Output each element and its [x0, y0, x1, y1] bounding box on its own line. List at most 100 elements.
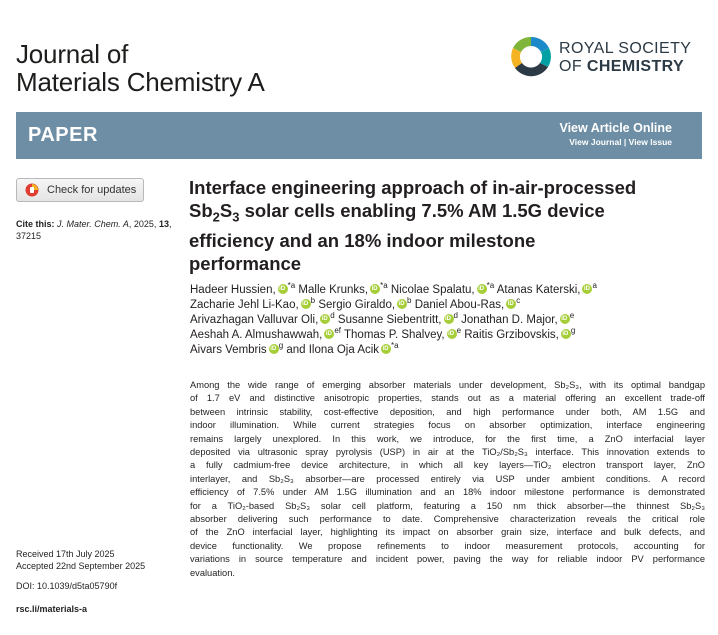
orcid-icon[interactable] — [506, 299, 517, 309]
link-separator: | — [621, 137, 629, 147]
author-affiliation: d — [330, 311, 335, 321]
author-affiliation: e — [569, 311, 575, 321]
journal-title: Journal of Materials Chemistry A — [16, 40, 265, 96]
abstract-line: deposited via ultrasonic spray pyrolysis… — [190, 447, 705, 458]
rsc-logo[interactable]: ROYAL SOCIETY OF CHEMISTRY — [507, 33, 707, 89]
title-sub-3: 3 — [232, 209, 240, 225]
journal-issue-links: View Journal | View Issue — [559, 137, 672, 147]
title-line3: efficiency and an 18% indoor milestone — [189, 229, 536, 251]
author-affiliation: g — [570, 326, 576, 336]
rsc-chemistry: CHEMISTRY — [586, 58, 685, 75]
view-article-online-link[interactable]: View Article Online — [559, 121, 672, 135]
journal-title-line2: Materials Chemistry A — [16, 67, 265, 97]
author-name[interactable]: Aivars Vembris — [190, 344, 267, 356]
cite-pages: 37215 — [16, 231, 42, 241]
citation: Cite this: J. Mater. Chem. A, 2025, 13, … — [16, 218, 176, 242]
article-type-label: PAPER — [28, 124, 98, 146]
title-line2-rest: solar cells enabling 7.5% AM 1.5G device — [239, 200, 605, 221]
doi[interactable]: DOI: 10.1039/d5ta05790f — [16, 581, 118, 591]
abstract-line: remains largely unexplored. In this work… — [190, 433, 705, 444]
author-affiliation: *a — [380, 281, 388, 291]
orcid-icon[interactable] — [582, 284, 593, 294]
orcid-icon[interactable] — [559, 314, 570, 324]
author-name[interactable]: Zacharie Jehl Li-Kao, — [190, 299, 299, 311]
abstract-line: absorber delivering such performance to … — [190, 514, 705, 525]
author-name[interactable]: and Ilona Oja Acik — [286, 344, 380, 356]
author-affiliation: *a — [287, 281, 296, 291]
author-name[interactable]: Raitis Grzibovskis, — [464, 329, 559, 341]
author-line: Arivazhagan Valluvar Oli, d Susanne Siebe… — [190, 311, 710, 328]
orcid-icon[interactable] — [397, 299, 408, 309]
abstract: Among the wide range of emerging absorbe… — [190, 379, 705, 580]
title-sub-2: 2 — [212, 209, 220, 225]
author-name[interactable]: Sergio Giraldo, — [318, 299, 396, 311]
orcid-icon[interactable] — [381, 344, 392, 354]
author-name[interactable]: Daniel Abou-Ras, — [414, 299, 505, 311]
orcid-icon[interactable] — [560, 329, 571, 339]
author-name[interactable]: Malle Krunks, — [298, 284, 369, 296]
abstract-line: indoor illumination. While current strat… — [190, 420, 705, 431]
author-name[interactable]: Jonathan D. Major, — [461, 314, 558, 326]
orcid-icon[interactable] — [476, 284, 487, 294]
check-for-updates-label: Check for updates — [47, 184, 137, 196]
abstract-line: Among the wide range of emerging absorbe… — [190, 380, 705, 390]
author-name[interactable]: Susanne Siebentritt, — [337, 314, 442, 326]
author-name[interactable]: Arivazhagan Valluvar Oli, — [190, 314, 319, 326]
abstract-line: evaluation. — [190, 567, 235, 578]
abstract-line: interlayer, and Sb₂S₃ absorber—are proce… — [190, 473, 705, 484]
cite-comma: , — [168, 219, 172, 229]
received-date: Received 17th July 2025 — [16, 549, 115, 559]
author-affiliation: b — [407, 296, 412, 306]
check-for-updates-button[interactable]: Check for updates — [16, 178, 144, 202]
orcid-icon[interactable] — [300, 299, 311, 309]
author-name[interactable]: Thomas P. Shalvey, — [344, 329, 445, 341]
author-affiliation: a — [592, 281, 597, 291]
author-name[interactable]: Nicolae Spalatu, — [390, 284, 475, 296]
abstract-line: between intrinsic stability, cost-effect… — [190, 406, 705, 417]
title-s: S — [219, 200, 233, 221]
rsc-of: OF — [559, 58, 587, 75]
orcid-icon[interactable] — [268, 344, 279, 354]
accepted-date: Accepted 22nd September 2025 — [16, 561, 146, 571]
banner-links: View Article Online View Journal | View … — [559, 121, 672, 147]
rsc-line2: OF CHEMISTRY — [559, 58, 691, 76]
orcid-icon[interactable] — [324, 329, 335, 339]
view-journal-link[interactable]: View Journal — [569, 137, 622, 147]
author-affiliation: c — [516, 296, 521, 306]
orcid-icon[interactable] — [443, 314, 454, 324]
author-affiliation: b — [310, 296, 316, 306]
author-name[interactable]: Hadeer Hussien, — [190, 284, 276, 296]
journal-title-line1: Journal of — [16, 39, 129, 69]
crossmark-icon — [25, 183, 39, 197]
title-line2: Sb2S3 solar cells enabling 7.5% AM 1.5G … — [189, 199, 709, 229]
orcid-icon[interactable] — [277, 284, 288, 294]
view-issue-link[interactable]: View Issue — [628, 137, 672, 147]
author-affiliation: d — [453, 311, 458, 321]
author-affiliation: *a — [391, 341, 399, 351]
cite-year: , 2025, — [128, 219, 157, 229]
cite-volume: 13 — [158, 219, 169, 229]
author-line: Zacharie Jehl Li-Kao,b Sergio Giraldo,b … — [190, 296, 710, 313]
author-affiliation: g — [278, 341, 284, 351]
orcid-icon[interactable] — [446, 329, 457, 339]
cite-label: Cite this: — [16, 219, 55, 229]
orcid-icon[interactable] — [320, 314, 331, 324]
cite-journal: J. Mater. Chem. A — [57, 219, 129, 229]
article-type-banner: PAPER View Article Online View Journal |… — [16, 112, 702, 159]
abstract-line: for a TiO₂-based Sb₂S₃ solar cell platfo… — [190, 500, 705, 511]
abstract-line: a fully cadmium-free device architecture… — [190, 460, 705, 471]
article-dates: Received 17th July 2025 Accepted 22nd Se… — [16, 548, 186, 572]
author-name[interactable]: Aeshah A. Almushawwah, — [190, 329, 323, 341]
abstract-line: variations in source temperature and inc… — [190, 554, 705, 565]
title-sb: Sb — [189, 200, 213, 221]
journal-short-link[interactable]: rsc.li/materials-a — [16, 604, 88, 614]
rsc-wordmark: ROYAL SOCIETY OF CHEMISTRY — [559, 40, 691, 76]
orcid-icon[interactable] — [370, 284, 381, 294]
author-affiliation: e — [456, 326, 462, 336]
title-line1: Interface engineering approach of in-air… — [189, 177, 637, 198]
author-name[interactable]: Atanas Katerski, — [496, 284, 581, 296]
author-line: Hadeer Hussien,*a Malle Krunks,*a Nicola… — [190, 281, 710, 298]
rsc-logo-icon — [511, 36, 551, 77]
abstract-line: of the ZnO interfacial layer, highlighti… — [190, 527, 705, 538]
author-line: Aivars Vembris g and Ilona Oja Acik *a — [190, 341, 710, 358]
